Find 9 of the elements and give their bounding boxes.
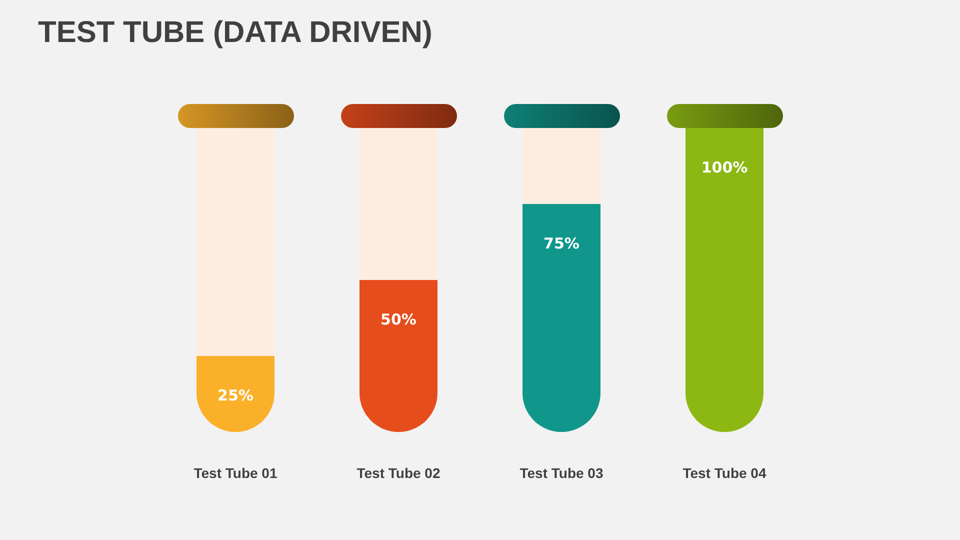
x-tick-label: Test Tube 03 <box>520 465 604 481</box>
data-label: 75% <box>544 234 580 252</box>
data-label: 100% <box>701 158 748 176</box>
x-tick-label: Test Tube 01 <box>194 465 278 481</box>
data-label: 25% <box>218 386 254 404</box>
x-tick-label: Test Tube 02 <box>356 465 440 481</box>
chart-title: TEST TUBE (DATA DRIVEN) <box>38 16 432 50</box>
data-label: 50% <box>380 310 416 328</box>
x-tick-label: Test Tube 04 <box>682 465 766 481</box>
